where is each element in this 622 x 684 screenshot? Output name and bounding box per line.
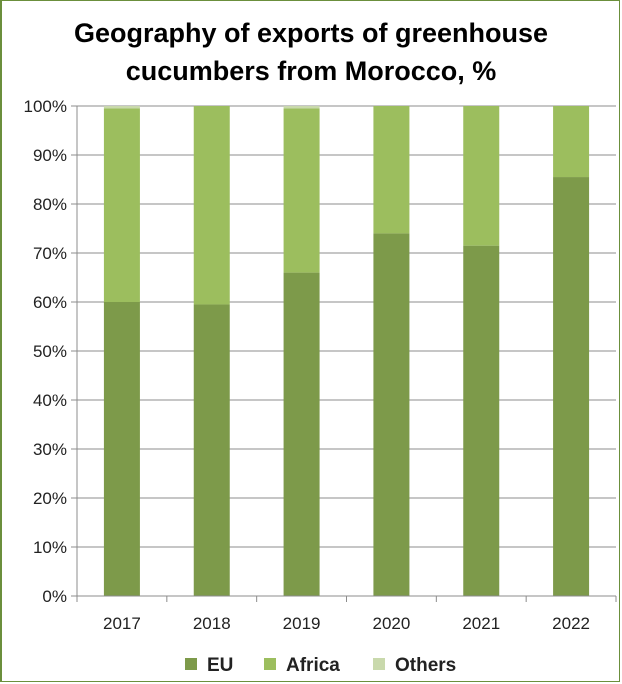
bar-eu-2021 xyxy=(463,245,500,596)
legend-swatch-africa xyxy=(264,658,276,670)
gridlines xyxy=(77,105,616,548)
y-tick-label: 10% xyxy=(33,538,67,557)
y-tick-label: 0% xyxy=(42,587,67,606)
bar-africa-2022 xyxy=(553,106,590,178)
bar-africa-2020 xyxy=(373,106,410,234)
legend-label-africa: Africa xyxy=(286,655,340,676)
legend-label-others: Others xyxy=(395,655,456,676)
x-tick-label: 2020 xyxy=(373,614,411,633)
y-tick-label: 60% xyxy=(33,293,67,312)
legend: EU Africa Others xyxy=(185,655,456,676)
legend-label-eu: EU xyxy=(207,655,233,676)
y-tick-label: 70% xyxy=(33,244,67,263)
bar-eu-2020 xyxy=(373,233,410,596)
y-tick-label: 40% xyxy=(33,391,67,410)
bar-eu-2017 xyxy=(103,302,140,596)
bar-africa-2021 xyxy=(463,106,500,246)
legend-swatch-eu xyxy=(185,658,197,670)
bars xyxy=(103,106,590,597)
x-tick-label: 2017 xyxy=(103,614,141,633)
y-tick-label: 90% xyxy=(33,146,67,165)
bar-eu-2022 xyxy=(553,177,590,597)
bar-others-2017 xyxy=(103,106,140,109)
y-tick-label: 30% xyxy=(33,440,67,459)
chart-title-line-2: cucumbers from Morocco, % xyxy=(125,56,497,86)
axes: 0% 10% 20% 30% 40% 50% 60% 70% 80% 90% 100% 2017 201… xyxy=(24,97,617,633)
bar-others-2019 xyxy=(283,106,320,109)
chart-title: Geography of exports of greenhouse cucum… xyxy=(0,14,622,90)
y-tick-label: 80% xyxy=(33,195,67,214)
y-tick-label: 100% xyxy=(24,97,67,116)
bar-eu-2018 xyxy=(193,304,230,596)
bar-africa-2017 xyxy=(103,108,140,302)
x-tick-label: 2019 xyxy=(283,614,321,633)
chart-title-line-1: Geography of exports of greenhouse xyxy=(73,18,549,48)
legend-swatch-others xyxy=(373,658,385,670)
y-tick-label: 20% xyxy=(33,489,67,508)
bar-eu-2019 xyxy=(283,272,320,596)
y-tick-label: 50% xyxy=(33,342,67,361)
x-tick-label: 2021 xyxy=(462,614,500,633)
x-tick-label: 2022 xyxy=(552,614,590,633)
bar-africa-2018 xyxy=(193,106,230,305)
bar-africa-2019 xyxy=(283,108,320,273)
x-tick-label: 2018 xyxy=(193,614,231,633)
